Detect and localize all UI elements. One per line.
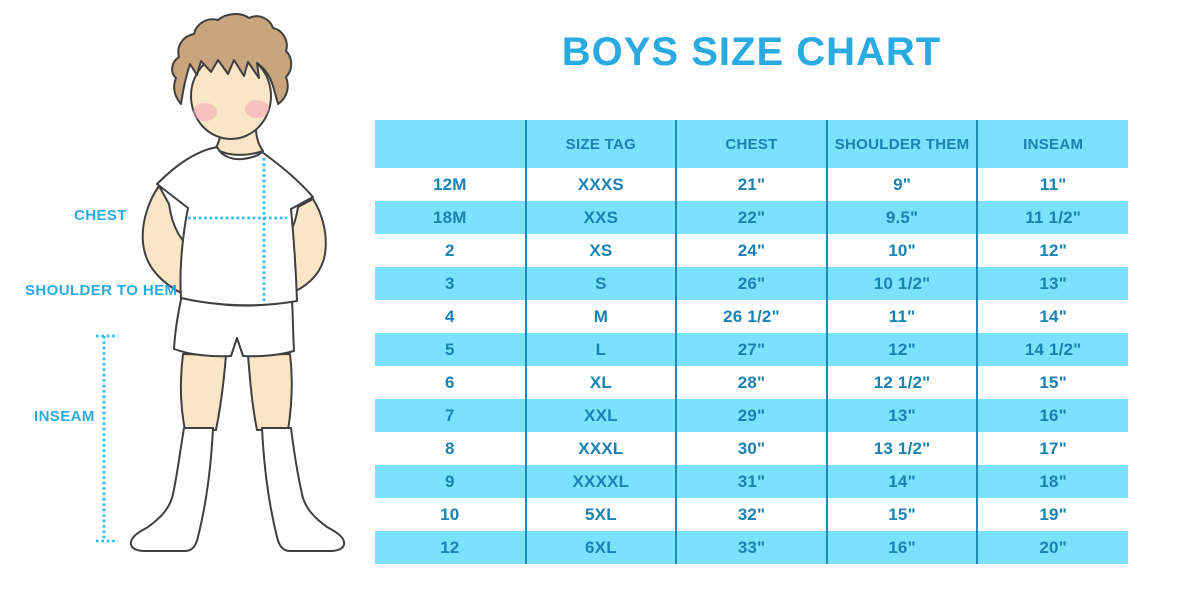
table-cell: 10" bbox=[826, 234, 979, 267]
table-cell: M bbox=[525, 300, 678, 333]
table-row: 10 5XL 32" 15" 19" bbox=[375, 498, 1128, 531]
boy-measurement-figure: CHEST SHOULDER TO HEM INSEAM bbox=[0, 0, 380, 600]
table-cell: XXXXL bbox=[525, 465, 678, 498]
hair-shape bbox=[171, 13, 293, 105]
page-title: BOYS SIZE CHART bbox=[561, 30, 942, 74]
table-row: 12 6XL 33" 16" 20" bbox=[375, 531, 1128, 564]
table-row: 5 L 27" 12" 14 1/2" bbox=[375, 333, 1128, 366]
table-cell: 18M bbox=[375, 201, 527, 234]
table-cell: 22" bbox=[676, 201, 828, 234]
table-cell: 13" bbox=[826, 399, 979, 432]
chest-label: CHEST bbox=[74, 207, 127, 224]
right-sock-shape bbox=[261, 427, 346, 552]
table-cell: 4 bbox=[375, 300, 527, 333]
table-row: 7 XXL 29" 13" 16" bbox=[375, 399, 1128, 432]
table-row: 8 XXXL 30" 13 1/2" 17" bbox=[375, 432, 1128, 465]
left-leg-shape bbox=[179, 353, 227, 431]
table-cell: 12M bbox=[375, 168, 527, 201]
table-cell: 27" bbox=[676, 333, 828, 366]
table-cell: 32" bbox=[676, 498, 828, 531]
table-cell: 18" bbox=[977, 465, 1128, 498]
tshirt-shape bbox=[156, 146, 314, 307]
table-row: 9 XXXXL 31" 14" 18" bbox=[375, 465, 1128, 498]
table-cell: 10 1/2" bbox=[826, 267, 979, 300]
table-row: 2 XS 24" 10" 12" bbox=[375, 234, 1128, 267]
table-cell: 9 bbox=[375, 465, 527, 498]
table-cell: 16" bbox=[826, 531, 979, 564]
table-cell: 33" bbox=[676, 531, 828, 564]
table-cell: 13" bbox=[977, 267, 1128, 300]
shoulder-to-hem-label: SHOULDER TO HEM bbox=[25, 282, 178, 299]
table-cell: 19" bbox=[1039, 504, 1067, 524]
table-cell: 9.5" bbox=[826, 201, 979, 234]
table-cell: L bbox=[525, 333, 678, 366]
boy-illustration bbox=[96, 13, 346, 552]
left-sock-shape bbox=[129, 427, 214, 552]
size-chart-table: SIZE TAG CHEST SHOULDER THEM INSEAM 12M XXXS… bbox=[375, 120, 1128, 564]
table-cell: 2 bbox=[375, 234, 527, 267]
table-cell: S bbox=[525, 267, 678, 300]
table-cell: 14" bbox=[826, 465, 979, 498]
table-cell: 11" bbox=[826, 300, 979, 333]
right-blush bbox=[245, 100, 269, 118]
table-cell: 10 bbox=[375, 498, 527, 531]
table-cell: XL bbox=[525, 366, 678, 399]
table-cell: 5XL bbox=[525, 498, 678, 531]
table-row: 18M XXS 22" 9.5" 11 1/2" bbox=[375, 201, 1128, 234]
table-cell: XXL bbox=[525, 399, 678, 432]
table-cell: 24" bbox=[676, 234, 828, 267]
table-cell: 12 1/2" bbox=[826, 366, 979, 399]
table-cell: 11" bbox=[1039, 174, 1067, 194]
size-table-header-row: SIZE TAG CHEST SHOULDER THEM INSEAM bbox=[375, 120, 1128, 168]
column-header: SHOULDER THEM bbox=[826, 120, 979, 168]
table-cell: 30" bbox=[676, 432, 828, 465]
table-cell: 9" bbox=[826, 168, 979, 201]
table-cell: XXXL bbox=[525, 432, 678, 465]
table-cell: 13 1/2" bbox=[826, 432, 979, 465]
table-cell: 12" bbox=[1039, 240, 1067, 260]
table-cell: 5 bbox=[375, 333, 527, 366]
table-cell: 14 1/2" bbox=[977, 333, 1128, 366]
table-cell: XXXS bbox=[525, 168, 678, 201]
table-cell: 11 1/2" bbox=[977, 201, 1128, 234]
right-leg-shape bbox=[247, 353, 293, 431]
table-cell: 21" bbox=[676, 168, 828, 201]
table-cell: 6 bbox=[375, 366, 527, 399]
size-table-body: 12M XXXS 21" 9" 11" 18M XXS 22" 9.5" 11 1/2" 2 XS 24… bbox=[375, 168, 1128, 564]
table-cell: 15" bbox=[1039, 372, 1067, 392]
column-header: SIZE TAG bbox=[525, 120, 678, 168]
table-cell: 7 bbox=[375, 399, 527, 432]
table-cell: XXS bbox=[525, 201, 678, 234]
inseam-label: INSEAM bbox=[34, 408, 95, 425]
table-cell: 12" bbox=[826, 333, 979, 366]
table-cell: 12 bbox=[375, 531, 527, 564]
table-cell: 29" bbox=[676, 399, 828, 432]
table-cell: 8 bbox=[375, 432, 527, 465]
table-cell: 28" bbox=[676, 366, 828, 399]
table-row: 6 XL 28" 12 1/2" 15" bbox=[375, 366, 1128, 399]
table-cell: 26 1/2" bbox=[676, 300, 828, 333]
column-header: CHEST bbox=[676, 120, 828, 168]
table-cell: 3 bbox=[375, 267, 527, 300]
table-cell: 16" bbox=[977, 399, 1128, 432]
table-cell: 6XL bbox=[525, 531, 678, 564]
table-cell: 26" bbox=[676, 267, 828, 300]
table-cell: XS bbox=[525, 234, 678, 267]
table-row: 3 S 26" 10 1/2" 13" bbox=[375, 267, 1128, 300]
size-table-head: SIZE TAG CHEST SHOULDER THEM INSEAM bbox=[375, 120, 1128, 168]
size-table-container: SIZE TAG CHEST SHOULDER THEM INSEAM 12M XXXS… bbox=[375, 120, 1128, 564]
table-cell: 15" bbox=[826, 498, 979, 531]
table-cell: 20" bbox=[977, 531, 1128, 564]
left-blush bbox=[193, 103, 217, 121]
table-row: 4 M 26 1/2" 11" 14" bbox=[375, 300, 1128, 333]
table-row: 12M XXXS 21" 9" 11" bbox=[375, 168, 1128, 201]
table-cell: 17" bbox=[1039, 438, 1067, 458]
table-cell: 14" bbox=[1039, 306, 1067, 326]
column-header: INSEAM bbox=[977, 120, 1128, 168]
table-cell: 31" bbox=[676, 465, 828, 498]
column-header bbox=[375, 120, 527, 168]
